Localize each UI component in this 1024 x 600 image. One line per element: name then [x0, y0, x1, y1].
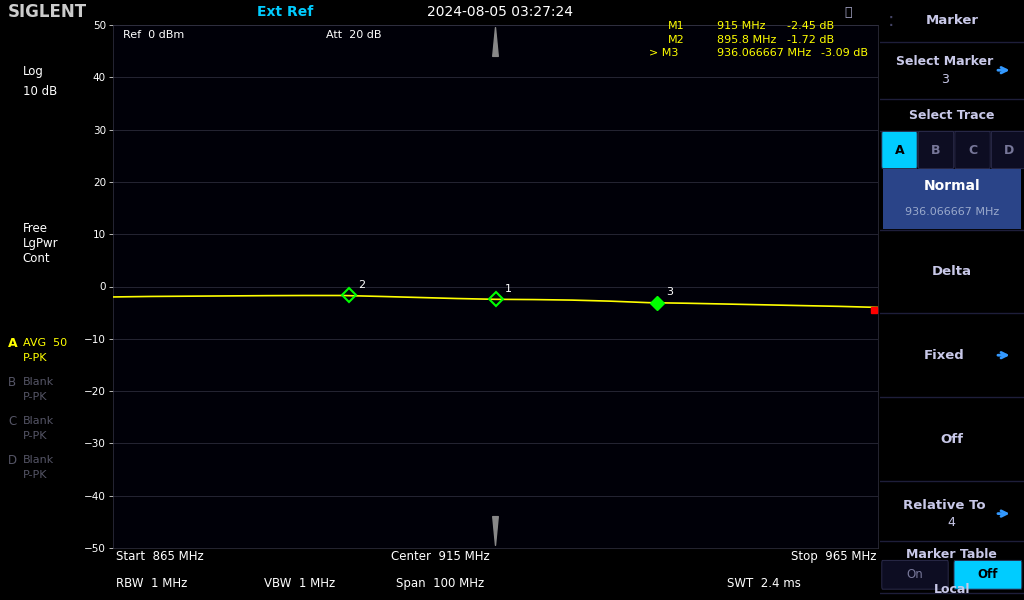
Text: Delta: Delta — [932, 265, 972, 278]
Text: A: A — [8, 337, 17, 350]
Text: Fixed: Fixed — [925, 349, 965, 362]
Text: Off: Off — [940, 433, 964, 446]
Text: Marker: Marker — [926, 14, 978, 27]
Text: -3.09 dB: -3.09 dB — [821, 48, 868, 58]
Text: Blank: Blank — [23, 416, 54, 426]
Text: P-PK: P-PK — [23, 470, 47, 480]
Text: Relative To: Relative To — [903, 499, 986, 512]
Text: P-PK: P-PK — [23, 392, 47, 402]
Text: Center  915 MHz: Center 915 MHz — [391, 550, 489, 563]
Text: P-PK: P-PK — [23, 431, 47, 441]
FancyBboxPatch shape — [991, 131, 1024, 169]
FancyBboxPatch shape — [882, 560, 948, 589]
Text: 2: 2 — [357, 280, 365, 290]
Text: D: D — [1004, 143, 1014, 157]
Text: Off: Off — [978, 568, 998, 581]
FancyBboxPatch shape — [954, 560, 1022, 589]
Text: -2.45 dB: -2.45 dB — [787, 22, 835, 31]
Text: -1.72 dB: -1.72 dB — [787, 35, 835, 44]
Text: LgPwr: LgPwr — [23, 236, 58, 250]
Text: On: On — [906, 568, 924, 581]
Text: 1: 1 — [505, 284, 512, 294]
Text: C: C — [968, 143, 977, 157]
Text: B: B — [8, 376, 16, 389]
Text: A: A — [895, 143, 904, 157]
Text: RBW  1 MHz: RBW 1 MHz — [116, 577, 187, 590]
Text: :: : — [888, 11, 894, 30]
Text: Ref  0 dBm: Ref 0 dBm — [123, 30, 184, 40]
FancyBboxPatch shape — [883, 169, 1021, 229]
Text: AVG  50: AVG 50 — [23, 338, 67, 348]
Text: B: B — [931, 143, 941, 157]
Text: Ext Ref: Ext Ref — [257, 5, 312, 19]
Text: Log: Log — [23, 65, 43, 79]
Text: C: C — [8, 415, 16, 428]
Text: VBW  1 MHz: VBW 1 MHz — [264, 577, 336, 590]
Text: 936.066667 MHz: 936.066667 MHz — [904, 208, 999, 217]
Text: 4: 4 — [948, 515, 955, 529]
Text: > M3: > M3 — [649, 48, 679, 58]
FancyBboxPatch shape — [954, 131, 990, 169]
Text: 3: 3 — [666, 287, 673, 298]
Text: Local: Local — [934, 583, 970, 596]
Text: Select Trace: Select Trace — [909, 109, 994, 122]
Text: 915 MHz: 915 MHz — [717, 22, 765, 31]
Text: SIGLENT: SIGLENT — [8, 3, 87, 21]
Text: Stop  965 MHz: Stop 965 MHz — [792, 550, 877, 563]
Text: Span  100 MHz: Span 100 MHz — [396, 577, 484, 590]
FancyBboxPatch shape — [882, 131, 918, 169]
Text: D: D — [8, 454, 17, 467]
Text: 2024-08-05 03:27:24: 2024-08-05 03:27:24 — [427, 5, 572, 19]
Text: Blank: Blank — [23, 377, 54, 387]
Text: M2: M2 — [668, 35, 684, 44]
Text: Start  865 MHz: Start 865 MHz — [116, 550, 204, 563]
Text: 895.8 MHz: 895.8 MHz — [717, 35, 776, 44]
Text: 3: 3 — [941, 73, 948, 86]
Text: Free: Free — [23, 221, 47, 235]
Text: Normal: Normal — [924, 179, 980, 193]
Text: Cont: Cont — [23, 251, 50, 265]
Text: Att  20 dB: Att 20 dB — [326, 30, 381, 40]
Text: M1: M1 — [668, 22, 684, 31]
Text: Marker Table: Marker Table — [906, 548, 997, 561]
Text: 936.066667 MHz: 936.066667 MHz — [717, 48, 811, 58]
Text: SWT  2.4 ms: SWT 2.4 ms — [727, 577, 801, 590]
Text: Blank: Blank — [23, 455, 54, 465]
Text: Select Marker: Select Marker — [896, 55, 993, 68]
Text: 10 dB: 10 dB — [23, 85, 56, 98]
Text: P-PK: P-PK — [23, 353, 47, 363]
FancyBboxPatch shape — [919, 131, 953, 169]
Text: ⎗: ⎗ — [844, 5, 852, 19]
